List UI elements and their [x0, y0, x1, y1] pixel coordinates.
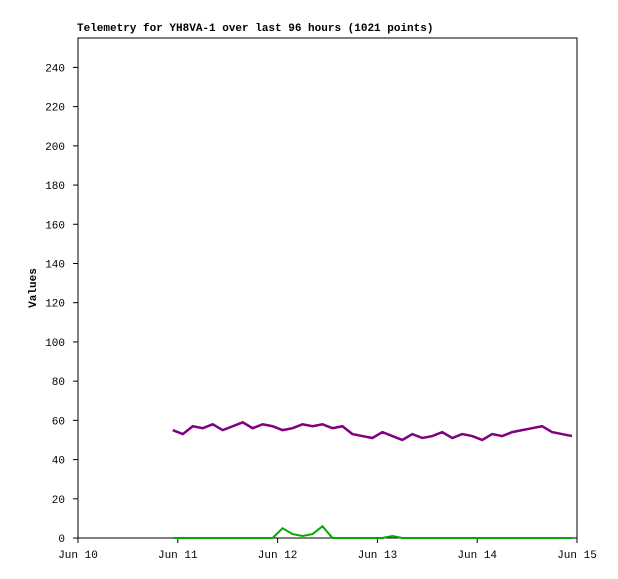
series-line	[172, 420, 573, 442]
x-tick-label: Jun 15	[557, 550, 597, 562]
y-tick-label: 240	[45, 63, 65, 75]
y-tick-label: 220	[45, 103, 65, 115]
x-tick-label: Jun 10	[58, 550, 98, 562]
y-tick-label: 200	[45, 142, 65, 154]
plot-frame	[77, 37, 578, 539]
y-tick-label: 180	[45, 181, 65, 193]
x-tick-label: Jun 14	[457, 550, 497, 562]
series-line	[172, 524, 573, 539]
y-tick-label: 140	[45, 259, 65, 271]
chart-title: Telemetry for YH8VA-1 over last 96 hours…	[77, 23, 433, 35]
x-tick-label: Jun 11	[158, 550, 198, 562]
y-tick-label: 100	[45, 338, 65, 350]
y-tick-label: 0	[58, 534, 65, 546]
x-tick-label: Jun 13	[358, 550, 398, 562]
y-tick-label: 60	[52, 416, 65, 428]
y-axis-label: Values	[28, 268, 40, 308]
y-tick-label: 120	[45, 299, 65, 311]
y-tick-label: 80	[52, 377, 65, 389]
y-tick-label: 20	[52, 495, 65, 507]
x-tick-label: Jun 12	[258, 550, 298, 562]
y-tick-label: 160	[45, 220, 65, 232]
y-tick-label: 40	[52, 456, 65, 468]
